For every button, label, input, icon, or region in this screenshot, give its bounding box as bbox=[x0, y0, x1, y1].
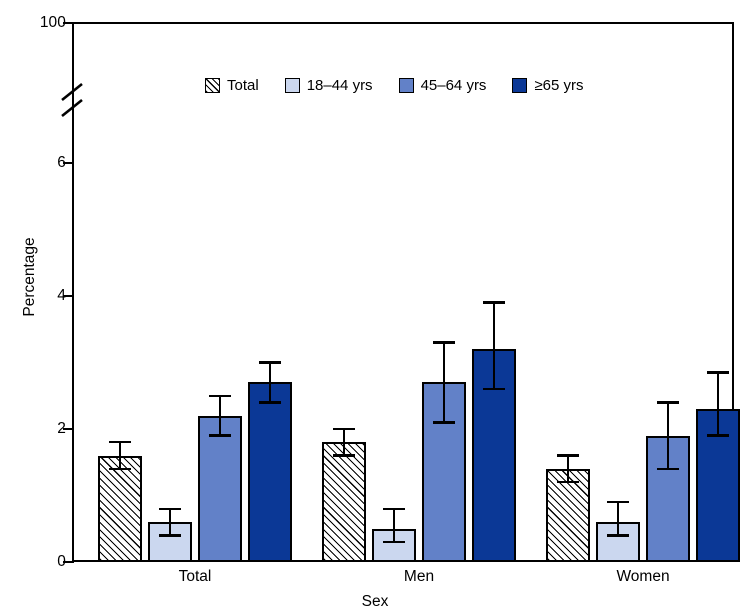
bar-total-women bbox=[546, 468, 590, 562]
y-axis-tick-label: 6 bbox=[57, 154, 66, 171]
legend-swatch bbox=[284, 78, 300, 93]
y-axis-tick-label: 100 bbox=[39, 14, 66, 31]
error-bar-cap-upper bbox=[109, 441, 131, 444]
error-bar-cap-upper bbox=[557, 454, 579, 457]
error-bar-cap-lower bbox=[657, 467, 679, 471]
error-bar-cap-upper bbox=[433, 341, 455, 344]
y-axis-tick bbox=[63, 22, 74, 24]
error-bar-line bbox=[716, 372, 720, 436]
error-bar-cap-lower bbox=[707, 434, 729, 437]
error-bar-line bbox=[492, 302, 496, 390]
error-bar-cap-upper bbox=[159, 507, 181, 510]
error-bar-cap-upper bbox=[707, 371, 729, 374]
bar-age45_64-total bbox=[198, 415, 242, 562]
y-axis-tick bbox=[63, 295, 74, 297]
y-axis-tick bbox=[63, 162, 74, 164]
legend-item: 18–44 yrs bbox=[284, 77, 373, 94]
legend-item: Total bbox=[205, 78, 259, 93]
error-bar-cap-lower bbox=[259, 401, 281, 404]
legend-item: ≥65 yrs bbox=[512, 77, 584, 94]
legend-label: 45–64 yrs bbox=[420, 77, 487, 94]
error-bar-cap-lower bbox=[109, 467, 131, 471]
error-bar-cap-lower bbox=[209, 434, 231, 437]
error-bar-cap-lower bbox=[607, 534, 629, 537]
legend-label: 18–44 yrs bbox=[306, 77, 373, 94]
error-bar-line bbox=[666, 402, 670, 469]
y-axis-tick-label: 4 bbox=[57, 287, 66, 304]
legend-item: 45–64 yrs bbox=[398, 77, 487, 94]
x-axis-title: Sex bbox=[361, 593, 389, 610]
error-bar-cap-lower bbox=[333, 454, 355, 457]
error-bar-line bbox=[268, 362, 272, 403]
error-bar-cap-upper bbox=[607, 500, 629, 504]
y-axis-tick-label: 0 bbox=[57, 553, 66, 570]
legend-label: ≥65 yrs bbox=[534, 77, 584, 94]
axis-break-icon bbox=[60, 82, 90, 118]
bar-total-total bbox=[98, 455, 142, 562]
x-axis-group-label: Men bbox=[403, 568, 435, 585]
legend-swatch bbox=[398, 78, 414, 93]
legend-swatch bbox=[512, 78, 528, 93]
error-bar-line bbox=[118, 442, 122, 469]
error-bar-cap-lower bbox=[433, 421, 455, 424]
error-bar-cap-upper bbox=[259, 361, 281, 364]
error-bar-cap-lower bbox=[483, 387, 505, 391]
error-bar-cap-lower bbox=[557, 481, 579, 484]
error-bar-line bbox=[616, 502, 620, 536]
y-axis-tick-label: 2 bbox=[57, 420, 66, 437]
y-axis-tick bbox=[63, 428, 74, 430]
error-bar-cap-upper bbox=[383, 507, 405, 510]
error-bar-line bbox=[442, 342, 446, 423]
bar-total-men bbox=[322, 442, 366, 562]
error-bar-line bbox=[342, 429, 346, 456]
x-axis-group-label: Women bbox=[616, 568, 670, 585]
error-bar-cap-upper bbox=[657, 401, 679, 404]
error-bar-cap-upper bbox=[333, 427, 355, 431]
x-axis-group-label: Total bbox=[178, 568, 212, 585]
error-bar-cap-lower bbox=[383, 540, 405, 544]
error-bar-line bbox=[218, 395, 222, 436]
legend-swatch bbox=[205, 78, 220, 93]
error-bar-line bbox=[168, 508, 172, 536]
plot-area bbox=[72, 22, 734, 562]
bar-age65plus-total bbox=[248, 382, 292, 562]
error-bar-cap-lower bbox=[159, 534, 181, 537]
error-bar-line bbox=[392, 508, 396, 543]
chart-legend: Total 18–44 yrs 45–64 yrs ≥65 yrs bbox=[205, 78, 584, 93]
error-bar-line bbox=[566, 455, 570, 483]
error-bar-cap-upper bbox=[483, 301, 505, 304]
error-bar-cap-upper bbox=[209, 394, 231, 397]
legend-label: Total bbox=[227, 77, 259, 94]
y-axis-tick bbox=[63, 561, 74, 563]
